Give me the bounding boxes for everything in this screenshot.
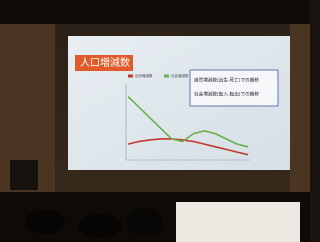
note-line: 自然増減数(出生-死亡)での推移 xyxy=(194,77,259,84)
bright-window xyxy=(176,202,300,242)
scene: 人口増減数 自然増減数(出生-死亡)での推移 社会増減数(転入-転出)での推移 … xyxy=(0,0,310,242)
legend-swatch xyxy=(128,75,133,78)
audience xyxy=(25,210,65,234)
audience xyxy=(78,214,122,238)
legend-label: 社会増減数 xyxy=(171,73,189,78)
curtain-right xyxy=(290,24,310,194)
legend-label: 自然増減数 xyxy=(135,73,153,78)
legend-swatch xyxy=(164,75,169,78)
slide-title: 人口増減数 xyxy=(80,56,130,69)
note-box xyxy=(190,70,278,106)
note-line: 社会増減数(転入-転出)での推移 xyxy=(194,91,259,98)
ceiling xyxy=(0,0,310,24)
audience xyxy=(127,208,163,236)
piano xyxy=(10,160,38,190)
